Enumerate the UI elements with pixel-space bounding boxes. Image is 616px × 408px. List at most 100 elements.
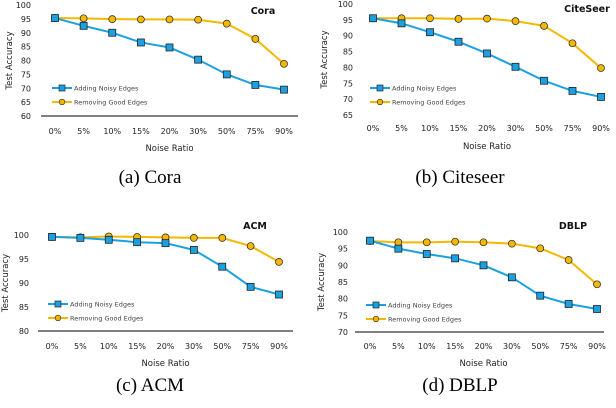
x-tick-label: 5%: [74, 342, 87, 351]
data-point-circle: [597, 64, 605, 72]
series-line-adding-noisy-edges: [369, 239, 598, 310]
x-axis-title: Noise Ratio: [141, 359, 189, 369]
x-axis-title: Noise Ratio: [463, 142, 511, 152]
data-point-square: [194, 55, 203, 64]
subplot-title: Cora: [251, 6, 276, 17]
data-point-square: [251, 81, 260, 89]
x-tick-label: 50%: [218, 127, 236, 136]
y-tick-label: 100: [338, 0, 353, 9]
data-point-circle: [511, 17, 520, 25]
x-tick-label: 15%: [128, 342, 146, 351]
x-tick-label: 10%: [103, 127, 121, 136]
subplot-citeseer: 65 70 75 80 85 90 95 100 0% 5% 10% 15% 20% 30% 50% 75% 9…: [320, 0, 610, 188]
data-point-square: [394, 244, 403, 253]
y-tick-label: 60: [21, 112, 31, 121]
data-point-square: [369, 14, 377, 23]
y-axis-title: Test Accuracy: [317, 253, 327, 312]
data-point-circle: [508, 239, 516, 248]
x-tick-label: 75%: [560, 342, 578, 351]
x-tick-label: 0%: [367, 124, 380, 133]
x-tick-label: 5%: [77, 127, 90, 136]
subplot-caption: (d) DBLP: [422, 375, 497, 396]
y-axis-title: Test Accuracy: [5, 31, 15, 90]
subplot-title: CiteSeer: [564, 4, 610, 15]
data-point-square: [451, 254, 460, 263]
y-tick-label: 80: [19, 327, 29, 336]
data-point-square: [280, 85, 288, 94]
y-tick-label: 90: [343, 32, 353, 41]
y-tick-label: 65: [21, 98, 31, 107]
y-axis-title: Test Accuracy: [1, 254, 11, 313]
data-point-circle: [246, 242, 255, 250]
y-tick-label: 90: [338, 261, 348, 270]
data-point-circle: [479, 238, 488, 247]
legend-label: Removing Good Edges: [392, 99, 466, 107]
data-point-square: [104, 235, 113, 244]
data-point-square: [133, 238, 142, 247]
data-point-circle: [540, 22, 548, 30]
y-axis-title: Test Accuracy: [320, 30, 330, 89]
data-point-circle: [222, 19, 231, 28]
data-point-circle: [251, 35, 260, 43]
data-point-circle: [422, 238, 431, 247]
data-point-circle: [536, 244, 545, 253]
data-point-circle: [451, 237, 459, 246]
x-tick-label: 0%: [364, 342, 377, 351]
legend-square-icon: [54, 300, 62, 308]
legend-circle-icon: [372, 315, 380, 323]
x-tick-label: 90%: [592, 124, 610, 133]
y-tick-label: 85: [19, 303, 29, 312]
y-tick-label: 85: [21, 43, 31, 52]
legend-circle-icon: [58, 98, 66, 106]
subplot-cora: 60 65 70 75 80 85 90 95 100 0% 5% 10% 15% 20% 30% 50% 75…: [5, 1, 298, 188]
data-point-square: [564, 300, 573, 308]
data-point-circle: [593, 280, 601, 289]
data-point-square: [593, 305, 601, 313]
data-point-square: [76, 233, 85, 242]
x-tick-label: 90%: [275, 127, 293, 136]
y-tick-label: 80: [21, 57, 31, 66]
data-point-circle: [483, 14, 491, 23]
legend-label: Removing Good Edges: [388, 316, 462, 324]
legend-label: Adding Noisy Edges: [74, 85, 139, 93]
subplot-title: DBLP: [559, 221, 587, 232]
subplot-caption: (b) Citeseer: [415, 167, 505, 188]
data-point-square: [483, 49, 491, 58]
legend-circle-icon: [376, 98, 384, 106]
data-point-square: [161, 239, 170, 248]
y-tick-label: 80: [343, 63, 353, 72]
data-point-square: [540, 76, 548, 85]
subplot-caption: (a) Cora: [119, 167, 182, 188]
x-tick-label: 10%: [100, 342, 118, 351]
data-point-circle: [564, 256, 573, 264]
x-tick-label: 15%: [446, 342, 464, 351]
y-tick-label: 95: [21, 15, 31, 24]
legend-square-icon: [372, 301, 380, 309]
legend-circle-icon: [54, 314, 62, 322]
data-point-square: [511, 62, 520, 71]
y-tick-label: 100: [333, 228, 348, 237]
data-point-circle: [568, 39, 577, 48]
y-tick-label: 80: [338, 295, 348, 304]
data-point-circle: [426, 14, 434, 23]
data-point-square: [165, 43, 174, 52]
data-point-square: [222, 70, 231, 79]
y-tick-label: 90: [19, 279, 29, 288]
data-point-circle: [165, 15, 174, 24]
x-tick-label: 50%: [531, 342, 549, 351]
x-tick-label: 15%: [132, 127, 150, 136]
data-point-square: [426, 28, 434, 37]
data-point-square: [454, 37, 463, 46]
y-tick-label: 75: [338, 311, 348, 320]
data-point-circle: [108, 15, 117, 24]
data-point-circle: [454, 15, 463, 23]
data-point-circle: [218, 234, 227, 242]
x-tick-label: 0%: [49, 127, 62, 136]
y-tick-label: 65: [343, 111, 353, 120]
data-point-circle: [79, 14, 88, 23]
data-point-square: [568, 86, 577, 95]
x-tick-label: 0%: [46, 342, 59, 351]
x-tick-label: 90%: [588, 342, 606, 351]
